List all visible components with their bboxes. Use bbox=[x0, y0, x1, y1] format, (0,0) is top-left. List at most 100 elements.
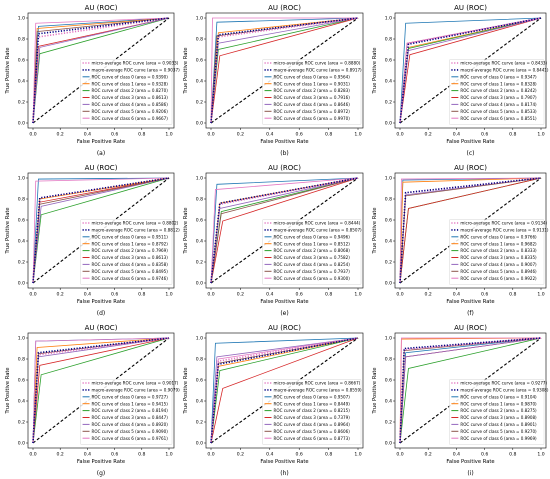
plot-frame bbox=[394, 12, 547, 129]
x-tick-label: 0.4 bbox=[453, 452, 460, 458]
y-axis-label: True Positive Rate bbox=[183, 367, 189, 414]
panel-title: AU (ROC) bbox=[268, 164, 301, 172]
plot-frame bbox=[394, 172, 547, 289]
x-tick-label: 1.0 bbox=[165, 132, 172, 138]
legend-label: ROC curve of class 5 (area = 0.8946) bbox=[460, 269, 537, 274]
roc-panel-e: AU (ROC) 0.0 0.0 0.2 0.2 0.4 0.4 0.6 0.6 0.8 0.8 1.… bbox=[183, 164, 364, 317]
legend-label: ROC curve of class 2 (area = 0.8215) bbox=[274, 408, 351, 413]
y-tick-label: 0.0 bbox=[196, 121, 203, 127]
x-tick-label: 0.0 bbox=[29, 292, 36, 298]
x-tick-label: 0.8 bbox=[138, 292, 145, 298]
panel-caption: (c) bbox=[467, 150, 475, 157]
legend-label: ROC curve of class 4 (area = 0.8901) bbox=[460, 422, 537, 427]
macro-average-curve bbox=[399, 17, 542, 124]
y-tick-label: 0.4 bbox=[385, 239, 392, 245]
legend-label: ROC curve of class 3 (area = 0.7907) bbox=[460, 95, 537, 100]
y-tick-label: 0.4 bbox=[196, 239, 203, 245]
y-tick-label: 0.6 bbox=[18, 218, 25, 224]
roc-curve-class-6 bbox=[399, 177, 542, 284]
y-tick-label: 0.6 bbox=[196, 378, 203, 384]
x-axis-label: False Positive Rate bbox=[77, 139, 125, 145]
roc-curve-class-2 bbox=[210, 337, 359, 444]
legend-label: ROC curve of class 3 (area = 0.8447) bbox=[92, 415, 169, 420]
roc-curve-class-3 bbox=[210, 337, 359, 444]
panel-caption: (e) bbox=[280, 310, 288, 317]
y-axis-label: True Positive Rate bbox=[372, 367, 378, 414]
x-tick-label: 0.4 bbox=[266, 452, 273, 458]
roc-panel-a: AU (ROC) 0.0 0.0 0.2 0.2 0.4 0.4 0.6 0.6 0.8 0.8 1.… bbox=[5, 4, 180, 157]
legend-label: ROC curve of class 0 (area = 0.9507) bbox=[274, 394, 351, 399]
macro-average-curve bbox=[32, 337, 170, 444]
x-axis-label: False Positive Rate bbox=[446, 459, 494, 465]
x-tick-label: 1.0 bbox=[354, 452, 361, 458]
legend: micro-average ROC curve (area = 0.9277) m… bbox=[449, 379, 549, 445]
y-tick-label: 1.0 bbox=[18, 16, 25, 22]
legend-label: ROC curve of class 4 (area = 0.8646) bbox=[274, 102, 351, 107]
x-tick-label: 0.4 bbox=[453, 292, 460, 298]
plot-frame bbox=[27, 172, 175, 289]
x-tick-label: 1.0 bbox=[537, 452, 544, 458]
x-axis-label: False Positive Rate bbox=[446, 299, 494, 305]
x-tick-label: 0.2 bbox=[237, 452, 244, 458]
y-tick-label: 0.4 bbox=[18, 399, 25, 405]
legend-box bbox=[449, 219, 545, 285]
roc-curve-class-0 bbox=[210, 337, 359, 444]
roc-panel-b: AU (ROC) 0.0 0.0 0.2 0.2 0.4 0.4 0.6 0.6 0.8 0.8 1.… bbox=[183, 4, 364, 157]
x-tick-label: 0.8 bbox=[509, 452, 516, 458]
y-axis-label: True Positive Rate bbox=[5, 367, 11, 414]
x-tick-label: 0.4 bbox=[84, 452, 91, 458]
legend-label: ROC curve of class 6 (area = 0.9970) bbox=[274, 116, 351, 121]
roc-curve-class-3 bbox=[210, 17, 359, 124]
y-tick-label: 0.0 bbox=[18, 121, 25, 127]
roc-curve-class-6 bbox=[399, 337, 541, 444]
micro-average-curve bbox=[210, 337, 359, 444]
legend-label: micro-average ROC curve (area = 0.9017) bbox=[92, 381, 179, 386]
y-tick-label: 0.2 bbox=[385, 100, 392, 106]
legend-label: ROC curve of class 6 (area = 0.9300) bbox=[274, 276, 351, 281]
x-tick-label: 0.0 bbox=[29, 132, 36, 138]
legend: micro-average ROC curve (area = 0.9017) m… bbox=[80, 379, 180, 445]
legend-box bbox=[262, 59, 362, 125]
roc-curve-class-4 bbox=[210, 177, 359, 284]
legend-label: ROC curve of class 6 (area = 0.8773) bbox=[274, 436, 351, 441]
panel-title: AU (ROC) bbox=[454, 324, 487, 332]
legend-label: micro-average ROC curve (area = 0.8444) bbox=[274, 221, 361, 226]
x-tick-label: 0.2 bbox=[237, 292, 244, 298]
panel-title: AU (ROC) bbox=[85, 164, 118, 172]
legend-label: ROC curve of class 0 (area = 0.9766) bbox=[460, 234, 537, 239]
x-tick-label: 0.2 bbox=[57, 292, 64, 298]
y-tick-label: 0.6 bbox=[196, 218, 203, 224]
legend-label: ROC curve of class 6 (area = 0.8551) bbox=[460, 116, 537, 121]
legend-label: ROC curve of class 0 (area = 0.9104) bbox=[460, 394, 537, 399]
roc-curve-class-6 bbox=[32, 177, 170, 284]
x-tick-label: 0.8 bbox=[509, 292, 516, 298]
legend-label: ROC curve of class 1 (area = 0.8328) bbox=[460, 81, 537, 86]
legend: micro-average ROC curve (area = 0.8667) m… bbox=[262, 379, 362, 445]
legend-label: ROC curve of class 2 (area = 0.8068) bbox=[274, 248, 351, 253]
x-tick-label: 0.0 bbox=[207, 452, 214, 458]
y-axis-label: True Positive Rate bbox=[183, 47, 189, 94]
x-tick-label: 0.0 bbox=[396, 292, 403, 298]
legend-label: macro-average ROC curve (area = 0.8507) bbox=[274, 228, 363, 233]
plot-frame bbox=[205, 172, 364, 289]
legend-label: macro-average ROC curve (area = 0.9131) bbox=[460, 228, 549, 233]
x-tick-label: 0.8 bbox=[325, 452, 332, 458]
x-tick-label: 1.0 bbox=[354, 132, 361, 138]
x-tick-label: 0.4 bbox=[453, 132, 460, 138]
legend-label: ROC curve of class 4 (area = 0.8586) bbox=[92, 102, 169, 107]
legend-label: ROC curve of class 2 (area = 0.8275) bbox=[460, 408, 537, 413]
panel-title: AU (ROC) bbox=[268, 4, 301, 12]
x-tick-label: 0.0 bbox=[396, 452, 403, 458]
x-tick-label: 1.0 bbox=[165, 452, 172, 458]
legend-box bbox=[449, 59, 545, 125]
roc-curve-class-0 bbox=[399, 17, 542, 124]
plot-frame bbox=[205, 332, 364, 449]
macro-average-curve bbox=[210, 337, 359, 444]
legend: micro-average ROC curve (area = 0.8880) m… bbox=[262, 59, 362, 125]
legend: micro-average ROC curve (area = 0.8802) m… bbox=[80, 219, 180, 285]
legend-label: ROC curve of class 2 (area = 0.8242) bbox=[460, 88, 537, 93]
plot-frame bbox=[205, 12, 364, 129]
x-tick-label: 0.6 bbox=[111, 292, 118, 298]
x-tick-label: 0.6 bbox=[111, 452, 118, 458]
legend-label: macro-average ROC curve (area = 0.9037) bbox=[92, 68, 181, 73]
